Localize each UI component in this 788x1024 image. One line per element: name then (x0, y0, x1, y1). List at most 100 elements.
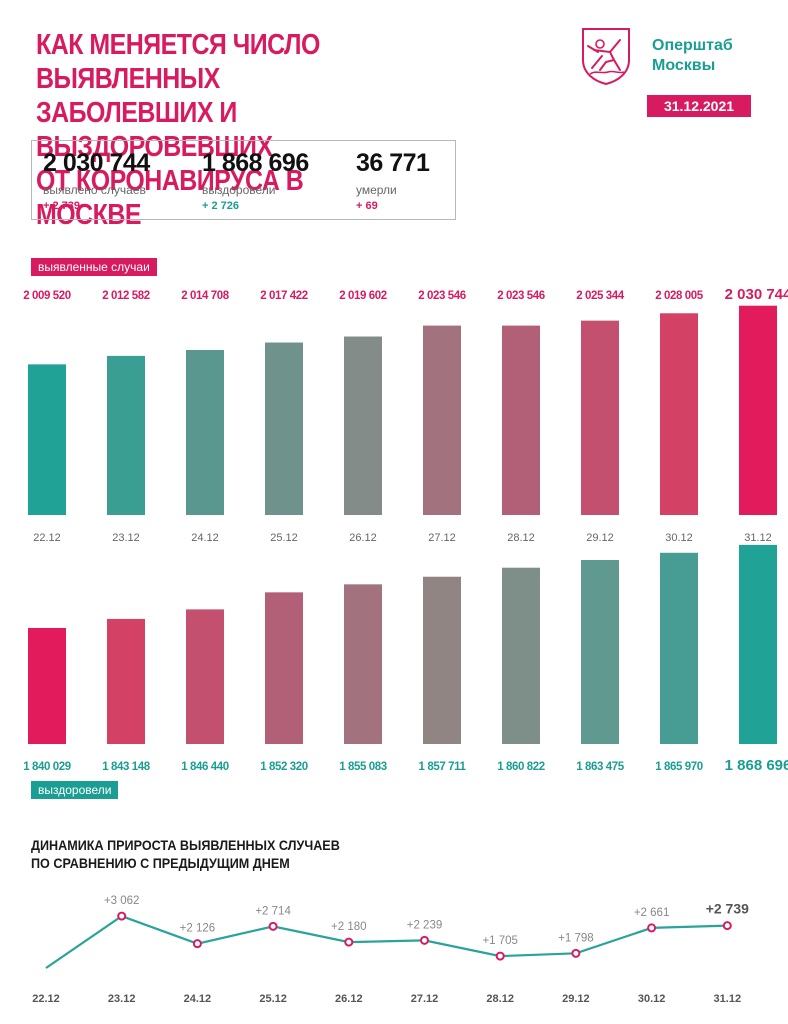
title-line: ЗАБОЛЕВШИХ И ВЫЗДОРОВЕВШИХ (36, 97, 273, 163)
dynamics-chart-title: ДИНАМИКА ПРИРОСТА ВЫЯВЛЕННЫХ СЛУЧАЕВ ПО … (31, 837, 340, 871)
bar-value-label: 2 025 344 (576, 290, 625, 302)
growth-line-series (45, 914, 728, 969)
recovered-bar (107, 618, 145, 744)
date-tick-label: 25.12 (259, 993, 287, 1005)
date-tick-label: 26.12 (335, 993, 363, 1005)
bar-value-label: 2 028 005 (655, 290, 704, 302)
bar-value-label: 1 863 475 (576, 761, 625, 773)
growth-point (495, 951, 505, 961)
dynamics-line-chart: 22.12 +3 062 23.12 +2 126 24.12 +2 714 25.12 +2… (32, 895, 749, 1005)
page-title: КАК МЕНЯЕТСЯ ЧИСЛО ВЫЯВЛЕННЫХ ЗАБОЛЕВШИХ… (36, 28, 397, 232)
recovered-bar (660, 552, 698, 744)
bar-value-label: 1 855 083 (339, 761, 387, 773)
date-tick-label: 23.12 (112, 532, 140, 544)
date-badge: 31.12.2021 (647, 95, 751, 117)
cases-bar (344, 336, 382, 515)
cases-bar (107, 355, 145, 515)
growth-value-label: +2 239 (407, 919, 443, 931)
growth-point (571, 948, 581, 958)
recovered-bar (344, 584, 382, 744)
bar-value-label: 2 009 520 (23, 290, 71, 302)
bar-value-label: 1 857 711 (419, 761, 467, 773)
bar-charts: 2 009 520 22.12 2 012 582 23.12 2 014 708 24.… (23, 286, 788, 774)
date-tick-label: 24.12 (184, 993, 212, 1005)
bar-value-label: 1 840 029 (23, 761, 71, 773)
title-line: КАК МЕНЯЕТСЯ ЧИСЛО ВЫЯВЛЕННЫХ (36, 29, 320, 95)
date-tick-label: 24.12 (191, 532, 219, 544)
bar-value-label: 2 030 744 (725, 286, 788, 303)
cases-bar (502, 325, 540, 515)
bar-value-label: 1 868 696 (725, 757, 788, 774)
recovered-bar (28, 627, 66, 744)
recovered-bar (186, 609, 224, 744)
recovered-bar (581, 560, 619, 744)
growth-value-label: +2 661 (634, 907, 670, 919)
date-tick-label: 29.12 (586, 532, 614, 544)
date-tick-label: 25.12 (270, 532, 298, 544)
date-tick-label: 22.12 (32, 993, 60, 1005)
bar-value-label: 2 023 546 (418, 290, 466, 302)
bar-value-label: 1 846 440 (181, 761, 229, 773)
growth-point (192, 939, 202, 949)
growth-point (117, 911, 127, 921)
stat-label: выздоровели (202, 183, 276, 197)
bar-value-label: 2 019 602 (339, 290, 387, 302)
growth-value-label: +2 180 (331, 921, 367, 933)
moscow-coat-of-arms-logo (580, 26, 632, 86)
stat-delta: + 2 726 (202, 200, 240, 212)
date-tick-label: 29.12 (562, 993, 590, 1005)
bar-value-label: 1 843 148 (102, 761, 151, 773)
date-tick-label: 27.12 (411, 993, 439, 1005)
stat-delta: + 69 (356, 200, 378, 212)
bar-value-label: 1 852 320 (260, 761, 308, 773)
bar-value-label: 1 860 822 (497, 761, 545, 773)
growth-point (268, 921, 278, 931)
stat-value: 2 030 744 (43, 149, 150, 177)
date-tick-label: 28.12 (507, 532, 535, 544)
bar-value-label: 2 012 582 (102, 290, 150, 302)
cases-bar (265, 342, 303, 515)
growth-value-label: +2 126 (180, 923, 216, 935)
bar-value-label: 1 865 970 (655, 761, 703, 773)
recovered-legend-badge: выздоровели (31, 781, 119, 799)
recovered-bar (265, 592, 303, 744)
stat-value: 1 868 696 (202, 149, 309, 177)
growth-value-label: +1 705 (482, 935, 518, 947)
brand-name: Оперштаб Москвы (652, 37, 733, 74)
date-tick-label: 22.12 (33, 532, 61, 544)
bar-value-label: 2 014 708 (181, 290, 230, 302)
recovered-bar (423, 576, 461, 744)
date-tick-label: 26.12 (349, 532, 377, 544)
growth-value-label: +2 739 (706, 901, 749, 917)
date-tick-label: 30.12 (665, 532, 693, 544)
recovered-bar (502, 567, 540, 744)
growth-value-label: +2 714 (255, 905, 291, 917)
date-tick-label: 27.12 (428, 532, 456, 544)
cases-bar (28, 364, 66, 515)
growth-point (420, 935, 429, 945)
cases-bar (739, 305, 777, 515)
growth-point (722, 921, 732, 931)
date-tick-label: 31.12 (744, 532, 772, 544)
stat-label: выявлено случаев (43, 183, 146, 197)
date-tick-label: 28.12 (486, 993, 514, 1005)
summary-stats-box: 2 030 744 выявлено случаев + 2 739 1 868… (31, 140, 456, 220)
cases-bar (423, 325, 461, 515)
stat-value: 36 771 (356, 149, 430, 177)
growth-value-label: +3 062 (104, 895, 140, 907)
date-tick-label: 23.12 (108, 993, 136, 1005)
date-tick-label: 31.12 (714, 993, 742, 1005)
bar-value-label: 2 023 546 (497, 290, 545, 302)
cases-bar (581, 320, 619, 515)
cases-legend-badge: выявленные случаи (31, 258, 157, 276)
growth-value-label: +1 798 (558, 932, 594, 944)
recovered-bar (739, 544, 777, 744)
stat-delta: + 2 739 (43, 200, 81, 212)
title-line: ОТ КОРОНАВИРУСА В МОСКВЕ (36, 165, 304, 231)
stat-label: умерли (356, 183, 397, 197)
growth-point (344, 937, 354, 947)
date-tick-label: 30.12 (638, 993, 666, 1005)
bar-value-label: 2 017 422 (260, 290, 308, 302)
cases-bar (186, 350, 224, 515)
cases-bar (660, 313, 698, 515)
